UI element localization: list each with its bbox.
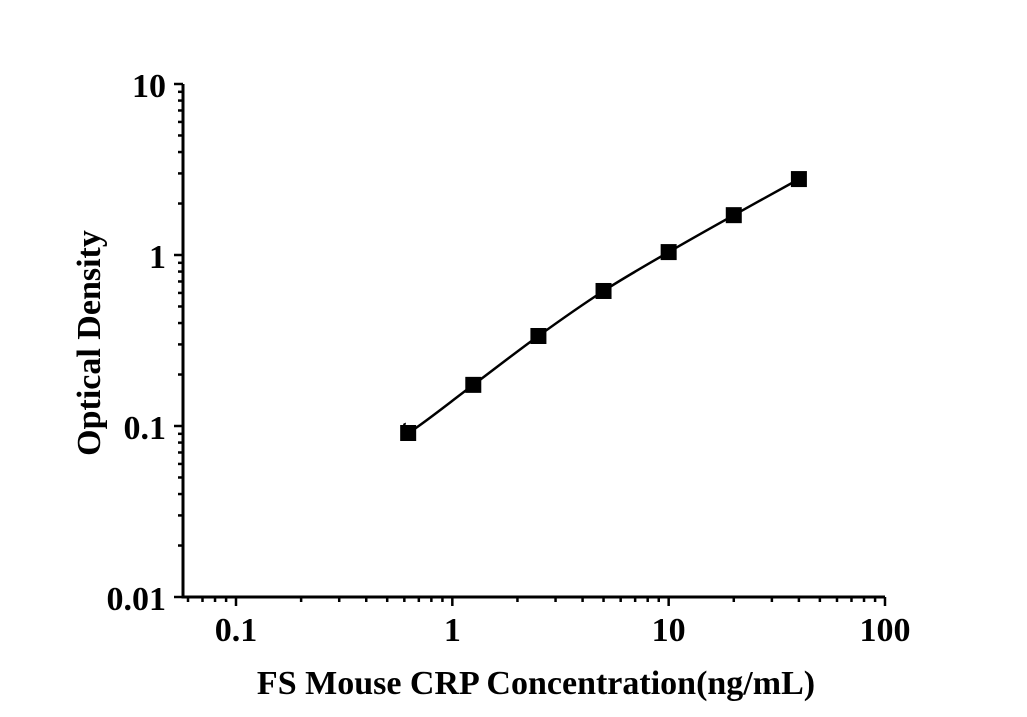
x-axis-title: FS Mouse CRP Concentration(ng/mL) [257,665,815,702]
data-point-marker [530,327,547,344]
data-point-marker [595,282,612,299]
data-point-marker [660,244,677,261]
y-tick-label: 0.01 [107,581,167,618]
x-tick-label: 100 [859,612,910,649]
plot-layer: 0.1 1 10 100 0.01 0.1 1 10 [107,68,911,649]
data-point-marker [400,425,417,442]
y-tick-label: 1 [149,239,166,276]
y-tick-label: 0.1 [124,410,167,447]
x-tick-label: 10 [652,612,686,649]
data-point-marker [790,171,807,188]
y-tick-label: 10 [132,68,166,105]
data-point-marker [465,376,482,393]
x-tick-label: 0.1 [215,612,258,649]
y-axis-title: Optical Density [71,230,108,456]
data-point-marker [725,207,742,224]
x-tick-label: 1 [444,612,461,649]
